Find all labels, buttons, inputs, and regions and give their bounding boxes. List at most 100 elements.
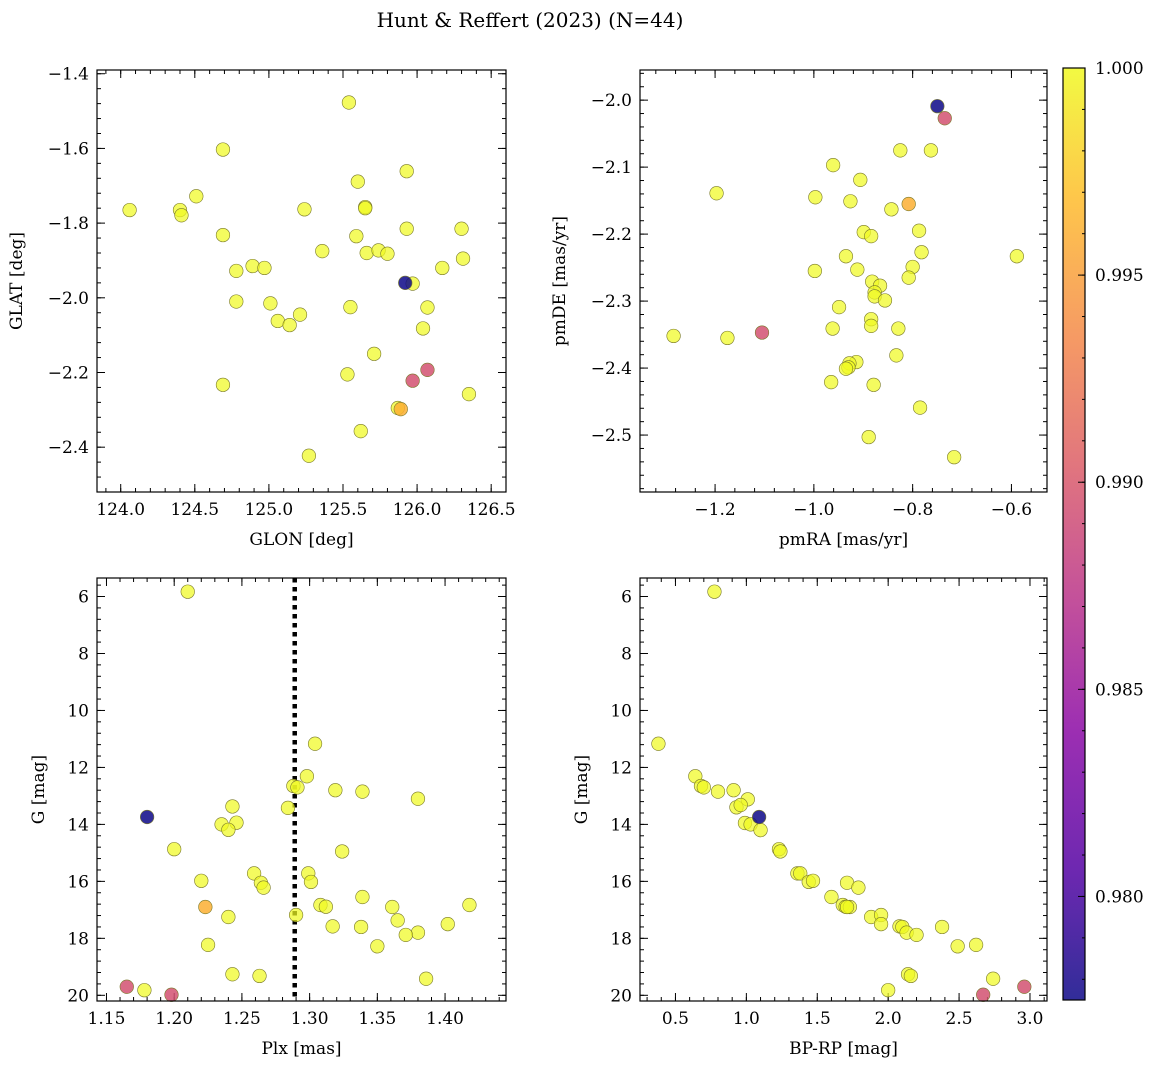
data-point — [164, 987, 179, 1002]
data-point — [838, 361, 854, 376]
colorbar-tick-label: 0.995 — [1095, 266, 1144, 286]
y-tick-label: −2.2 — [591, 225, 632, 245]
data-point — [826, 158, 841, 173]
x-tick-label: 0.5 — [662, 1009, 689, 1029]
x-tick-label: 1.40 — [426, 1009, 464, 1029]
data-point — [215, 227, 231, 243]
y-tick-label: 20 — [67, 986, 89, 1006]
data-point — [137, 983, 152, 998]
data-point — [455, 251, 471, 266]
data-point — [710, 784, 726, 799]
data-point — [435, 260, 450, 276]
points — [122, 95, 477, 463]
data-point — [1017, 979, 1032, 994]
data-point — [839, 899, 855, 915]
data-point — [290, 780, 305, 795]
data-point — [912, 400, 928, 415]
data-point — [215, 142, 231, 157]
y-tick-label: 8 — [78, 644, 89, 664]
data-point — [398, 927, 413, 943]
y-tick-label: −2.4 — [591, 359, 632, 379]
x-tick-label: 124.0 — [96, 500, 145, 520]
colorbar-gradient — [1063, 68, 1085, 1000]
data-point — [696, 780, 711, 795]
y-tick-label: 14 — [67, 815, 89, 835]
data-point — [229, 294, 244, 309]
data-point — [893, 143, 908, 158]
data-point — [861, 429, 876, 445]
data-point — [367, 346, 382, 361]
data-point — [225, 967, 240, 982]
data-point — [930, 99, 945, 114]
data-point — [923, 143, 939, 158]
y-tick-label: 12 — [67, 758, 89, 778]
x-tick-label: 1.20 — [155, 1009, 193, 1029]
x-tick-label: 1.0 — [733, 1009, 760, 1029]
data-point — [256, 880, 271, 895]
y-tick-label: 20 — [610, 986, 632, 1006]
axes-frame — [639, 69, 1048, 493]
data-point — [853, 172, 868, 187]
x-tick-label: 126.5 — [467, 500, 516, 520]
data-point — [398, 275, 413, 290]
data-point — [303, 874, 319, 890]
y-tick-label: 12 — [610, 758, 632, 778]
data-point — [773, 844, 788, 859]
colorbar-tick-label: 0.990 — [1095, 473, 1144, 493]
x-tick-label: 1.5 — [804, 1009, 831, 1029]
data-point — [353, 919, 369, 935]
data-point — [947, 450, 962, 465]
y-tick-label: −1.8 — [48, 214, 89, 234]
data-point — [461, 387, 477, 402]
data-point — [1009, 249, 1024, 264]
data-point — [937, 111, 952, 126]
data-point — [328, 783, 343, 798]
data-point — [950, 939, 965, 954]
data-point — [753, 822, 768, 838]
data-point — [420, 300, 435, 315]
data-point — [189, 189, 204, 204]
data-point — [288, 907, 304, 923]
data-point — [340, 367, 355, 382]
data-point — [864, 229, 879, 244]
x-tick-label: 1.25 — [223, 1009, 261, 1029]
axes-frame — [96, 577, 507, 1002]
data-point — [709, 186, 724, 201]
data-point — [877, 293, 893, 308]
x-tick-label: 124.5 — [170, 500, 219, 520]
data-point — [824, 375, 839, 390]
data-point — [245, 258, 260, 274]
data-point — [252, 968, 267, 984]
data-point — [325, 919, 340, 934]
data-point — [873, 916, 889, 932]
y-tick-label: 6 — [78, 588, 89, 608]
y-tick-label: −2.3 — [591, 292, 632, 312]
axes-frame — [639, 577, 1048, 1002]
data-point — [353, 424, 368, 439]
data-point — [807, 263, 822, 279]
data-point — [454, 221, 469, 236]
data-point — [399, 164, 414, 179]
y-tick-label: −2.1 — [591, 158, 632, 178]
data-point — [380, 246, 395, 261]
data-point — [986, 971, 1001, 986]
points — [651, 584, 1032, 1002]
data-point — [225, 799, 240, 814]
subplot-2: −1.2 −1.0 −0.8 −0.6 −2.5 −2.4 −2.3 −2.2 −2.1 −2.0… — [550, 69, 1048, 550]
y-tick-label: −2.2 — [48, 363, 89, 383]
data-point — [666, 328, 681, 344]
data-point — [119, 979, 134, 994]
data-point — [976, 987, 991, 1002]
data-point — [292, 307, 308, 322]
data-point — [901, 270, 916, 285]
data-point — [282, 317, 297, 333]
data-point — [385, 899, 400, 915]
data-point — [194, 873, 209, 888]
data-point — [270, 313, 285, 329]
data-point — [174, 208, 189, 223]
data-point — [318, 899, 333, 914]
data-point — [167, 842, 182, 857]
data-point — [831, 300, 847, 315]
data-point — [393, 401, 408, 417]
